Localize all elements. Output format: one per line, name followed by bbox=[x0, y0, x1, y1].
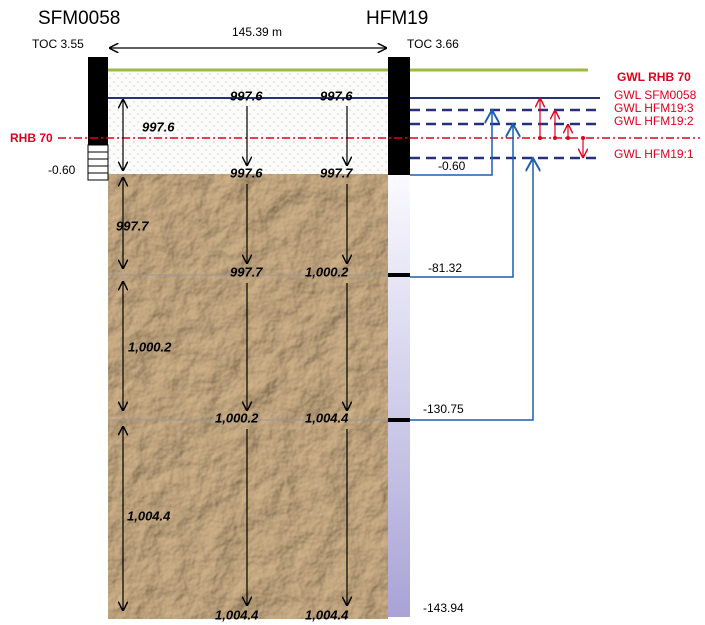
legend-entry: GWL SFM0058 bbox=[614, 88, 697, 102]
head-value: 1,004.4 bbox=[305, 410, 349, 425]
head-value: 997.6 bbox=[230, 88, 263, 103]
head-value: 1,004.4 bbox=[305, 607, 349, 622]
head-value: 1,004.4 bbox=[127, 508, 171, 523]
legend-entry: GWL RHB 70 bbox=[617, 70, 691, 84]
depth: -130.75 bbox=[423, 402, 464, 416]
head-value: 1,000.2 bbox=[305, 264, 349, 279]
borehole-name: HFM19 bbox=[366, 8, 428, 29]
reference-level: RHB 70 bbox=[10, 131, 53, 145]
diagram: SFM0058 TOC 3.55 -0.60 HFM19 TOC 3.66 14… bbox=[0, 0, 705, 625]
depth: -143.94 bbox=[423, 601, 464, 615]
depth: -0.60 bbox=[438, 159, 466, 173]
head-value: 1,000.2 bbox=[215, 410, 259, 425]
legend-entry: GWL HFM19:3 bbox=[614, 101, 694, 115]
head-value: 997.6 bbox=[230, 165, 263, 180]
head-value: 997.7 bbox=[320, 165, 353, 180]
page: SFM0058 TOC 3.55 -0.60 HFM19 TOC 3.66 14… bbox=[0, 0, 705, 625]
head-value: 997.6 bbox=[320, 88, 353, 103]
depth: -0.60 bbox=[48, 163, 76, 177]
depth: -81.32 bbox=[428, 261, 462, 275]
head-value: 997.7 bbox=[116, 218, 149, 233]
head-value: 1,004.4 bbox=[215, 607, 259, 622]
toc: TOC 3.55 bbox=[32, 37, 84, 51]
distance: 145.39 m bbox=[232, 25, 282, 39]
toc: TOC 3.66 bbox=[407, 37, 459, 51]
legend-entry: GWL HFM19:1 bbox=[614, 147, 694, 161]
head-value: 1,000.2 bbox=[128, 339, 172, 354]
head-value: 997.6 bbox=[142, 119, 175, 134]
borehole-name: SFM0058 bbox=[38, 8, 120, 29]
head-value: 997.7 bbox=[230, 264, 263, 279]
legend-entry: GWL HFM19:2 bbox=[614, 114, 694, 128]
